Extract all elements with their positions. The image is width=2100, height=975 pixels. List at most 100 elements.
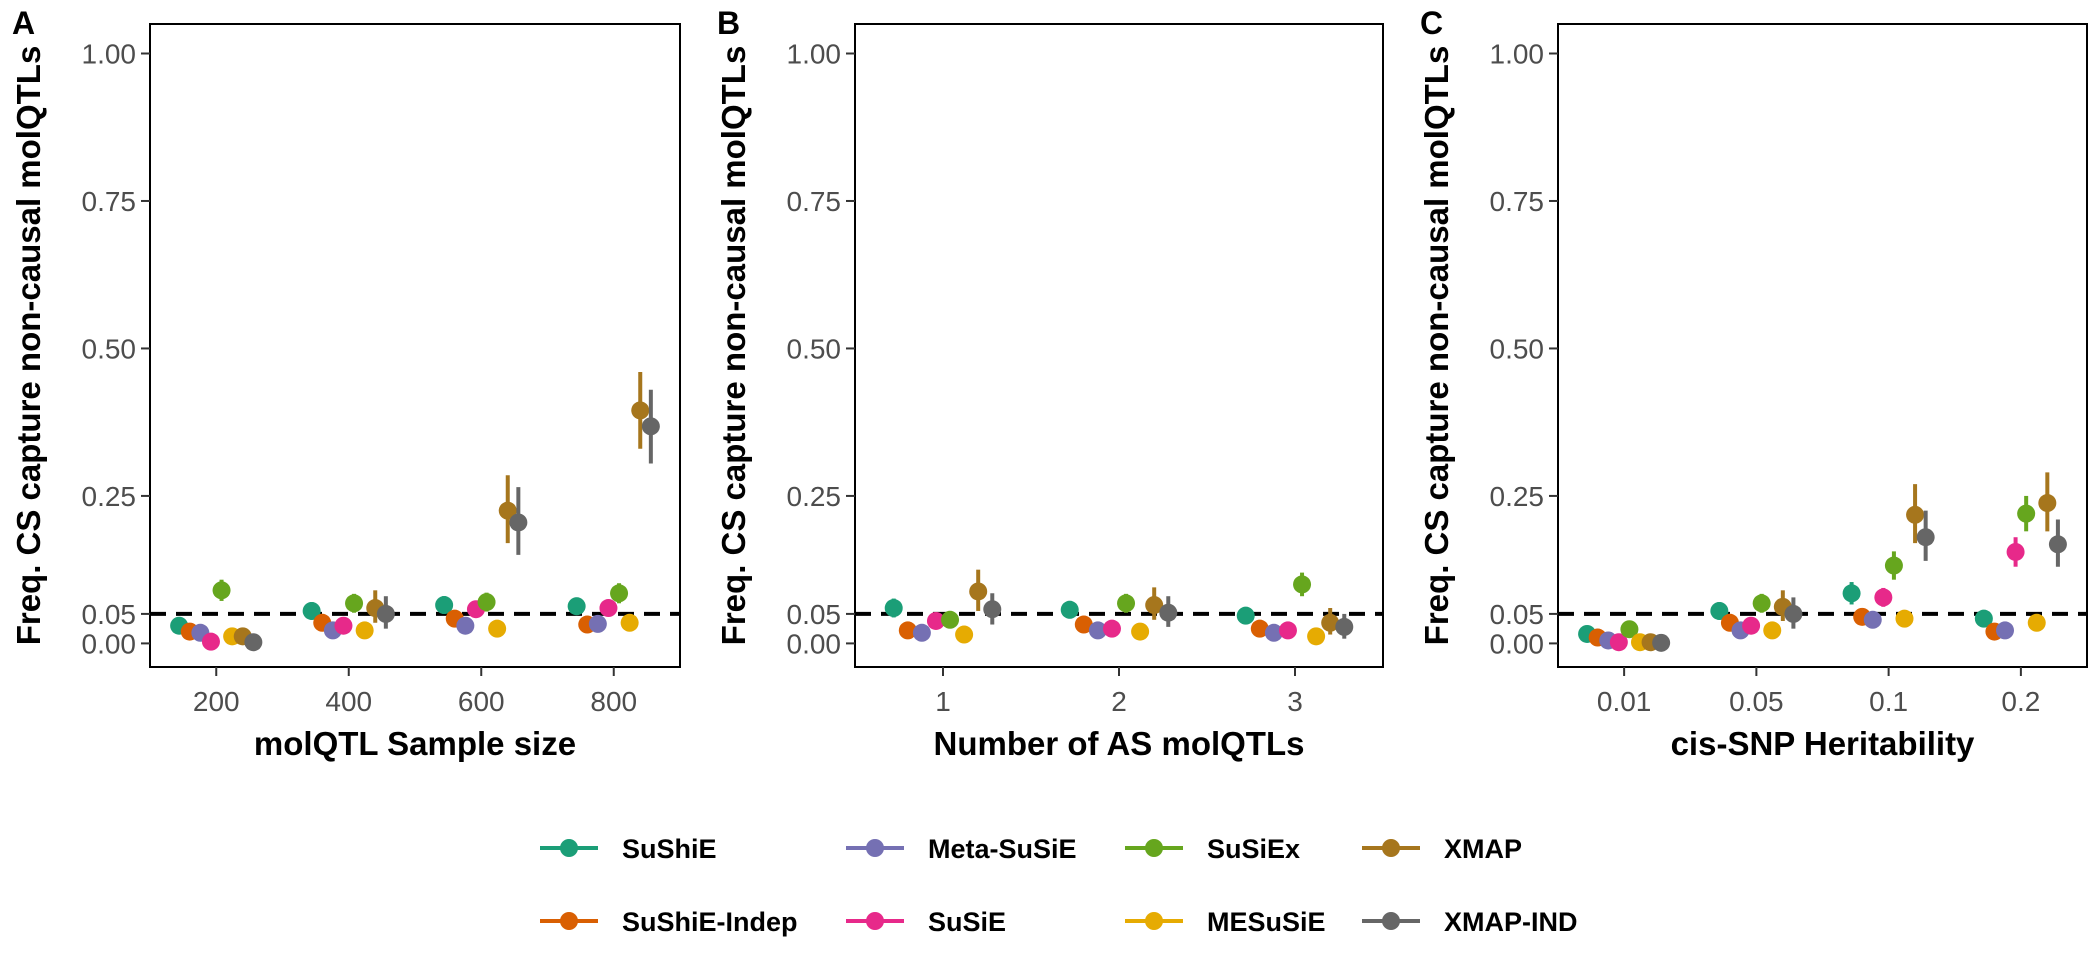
legend-item: XMAP bbox=[1362, 834, 1522, 864]
data-point bbox=[435, 596, 454, 615]
legend-key-point bbox=[560, 912, 578, 930]
data-point bbox=[1906, 505, 1925, 524]
data-point bbox=[334, 616, 353, 635]
data-point bbox=[355, 621, 374, 640]
x-axis-title: molQTL Sample size bbox=[254, 725, 576, 762]
data-point bbox=[1159, 603, 1178, 622]
legend-key-point bbox=[1382, 912, 1400, 930]
y-tick-label: 1.00 bbox=[82, 38, 137, 69]
legend-item: MESuSiE bbox=[1125, 907, 1326, 937]
data-point bbox=[1742, 616, 1761, 635]
y-tick-label: 0.75 bbox=[1490, 186, 1545, 217]
data-point bbox=[1236, 606, 1255, 625]
legend-key-point bbox=[866, 839, 884, 857]
data-point bbox=[1996, 621, 2015, 640]
data-point bbox=[1074, 615, 1093, 634]
data-point bbox=[588, 614, 607, 633]
data-point bbox=[456, 616, 475, 635]
legend-key-point bbox=[866, 912, 884, 930]
x-tick-label: 200 bbox=[193, 686, 240, 717]
legend-item: XMAP-IND bbox=[1362, 907, 1578, 937]
data-point bbox=[2017, 504, 2036, 523]
legend-label: SuShiE-Indep bbox=[622, 907, 798, 937]
x-tick-label: 0.2 bbox=[2001, 686, 2040, 717]
data-point bbox=[376, 604, 395, 623]
series-sushie bbox=[170, 596, 586, 635]
x-axis-title: Number of AS molQTLs bbox=[934, 725, 1305, 762]
x-tick-label: 400 bbox=[325, 686, 372, 717]
series-xmap bbox=[969, 569, 1340, 635]
data-point bbox=[1131, 622, 1150, 641]
series-susiex bbox=[1620, 495, 2036, 639]
data-point bbox=[1763, 621, 1782, 640]
legend-item: SuSiEx bbox=[1125, 834, 1300, 864]
series-meta-susie bbox=[912, 621, 1283, 642]
data-point bbox=[1895, 609, 1914, 628]
legend-key-point bbox=[560, 839, 578, 857]
data-point bbox=[969, 582, 988, 601]
data-point bbox=[1102, 619, 1121, 638]
panel-a: 0.000.05 0.25 0.50 0.75 1.00 200 400 600 800 molQ… bbox=[10, 5, 681, 762]
data-point bbox=[1307, 627, 1326, 646]
data-point bbox=[1710, 601, 1729, 620]
data-point bbox=[2038, 494, 2057, 513]
data-point bbox=[567, 597, 586, 616]
y-tick-label: 0.05 bbox=[1490, 599, 1545, 630]
panel-border bbox=[1557, 23, 2088, 668]
series-xmap-ind bbox=[1652, 510, 2067, 652]
data-point bbox=[1250, 619, 1269, 638]
data-point bbox=[1884, 556, 1903, 575]
y-tick-label: 0.05 bbox=[787, 599, 842, 630]
data-point bbox=[641, 417, 660, 436]
data-point bbox=[1335, 617, 1354, 636]
x-tick-label: 2 bbox=[1111, 686, 1127, 717]
series-mesusie bbox=[223, 613, 639, 646]
legend-key-point bbox=[1145, 912, 1163, 930]
data-point bbox=[212, 581, 231, 600]
y-tick-label: 0.75 bbox=[787, 186, 842, 217]
x-tick-label: 800 bbox=[590, 686, 637, 717]
data-point bbox=[477, 593, 496, 612]
legend-item: SuShiE bbox=[540, 834, 717, 864]
data-point bbox=[926, 611, 945, 630]
y-tick-label: 1.00 bbox=[1490, 38, 1545, 69]
panel-border bbox=[854, 23, 1384, 668]
legend-label: SuSiEx bbox=[1207, 834, 1300, 864]
data-point bbox=[1117, 594, 1136, 613]
data-point bbox=[2027, 613, 2046, 632]
data-point bbox=[488, 619, 507, 638]
data-point bbox=[201, 632, 220, 651]
x-tick-label: 1 bbox=[935, 686, 951, 717]
data-point bbox=[599, 599, 618, 618]
data-point bbox=[1293, 575, 1312, 594]
x-axis-title: cis-SNP Heritability bbox=[1671, 725, 1975, 762]
data-point bbox=[1652, 633, 1671, 652]
panel-label: B bbox=[717, 5, 740, 41]
legend-label: Meta-SuSiE bbox=[928, 834, 1077, 864]
data-point bbox=[941, 610, 960, 629]
legend-label: XMAP-IND bbox=[1444, 907, 1578, 937]
data-point bbox=[620, 613, 639, 632]
legend-label: XMAP bbox=[1444, 834, 1522, 864]
data-point bbox=[1620, 620, 1639, 639]
y-tick-label: 0.00 bbox=[1490, 628, 1545, 659]
series-xmap bbox=[1641, 472, 2057, 652]
data-point bbox=[1974, 609, 1993, 628]
y-tick-label: 0.75 bbox=[82, 186, 137, 217]
data-point bbox=[955, 625, 974, 644]
data-point bbox=[244, 633, 263, 652]
data-point bbox=[1609, 633, 1628, 652]
x-tick-label: 600 bbox=[458, 686, 505, 717]
data-point bbox=[302, 601, 321, 620]
series-sushie-indep bbox=[898, 615, 1269, 640]
legend-label: SuShiE bbox=[622, 834, 717, 864]
legend: SuShiE SuShiE-Indep Meta-SuSiE SuSiE SuSiEx M… bbox=[540, 834, 1578, 937]
panel-label: A bbox=[12, 5, 35, 41]
data-point bbox=[1874, 588, 1893, 607]
data-point bbox=[2006, 542, 2025, 561]
series-xmap-ind bbox=[244, 389, 660, 652]
y-tick-label: 0.00 bbox=[82, 628, 137, 659]
legend-label: MESuSiE bbox=[1207, 907, 1326, 937]
data-point bbox=[1784, 604, 1803, 623]
x-tick-label: 0.05 bbox=[1729, 686, 1784, 717]
